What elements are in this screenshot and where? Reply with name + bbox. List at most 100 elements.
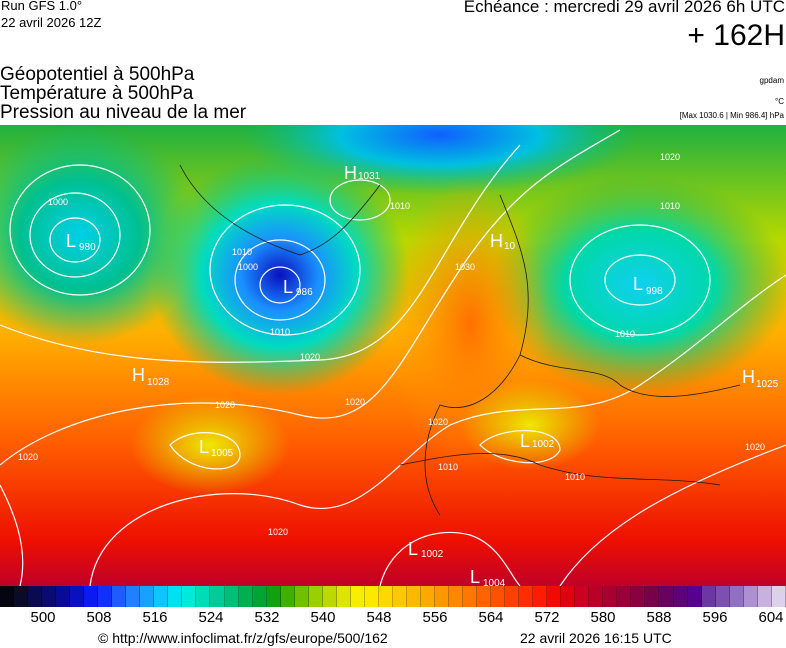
colorbar-swatch — [0, 586, 15, 607]
colorbar-swatch — [14, 586, 29, 607]
colorbar — [0, 586, 786, 607]
colorbar-swatch — [224, 586, 239, 607]
colorbar-swatch — [308, 586, 323, 607]
svg-text:1010: 1010 — [615, 329, 635, 339]
colorbar-swatch — [56, 586, 71, 607]
svg-text:H: H — [344, 163, 357, 183]
svg-text:1010: 1010 — [232, 247, 252, 257]
svg-text:1031: 1031 — [358, 171, 381, 182]
low-center: L 998 — [633, 274, 663, 297]
svg-text:1005: 1005 — [211, 448, 234, 459]
colorbar-swatch — [294, 586, 309, 607]
colorbar-swatch — [280, 586, 295, 607]
colorbar-swatch — [477, 586, 492, 607]
svg-text:1025: 1025 — [756, 379, 779, 390]
lead-time: + 162H — [687, 19, 785, 52]
low-center: L 986 — [283, 277, 313, 298]
colorbar-swatch — [28, 586, 43, 607]
colorbar-swatch — [533, 586, 548, 607]
pressure-range: [Max 1030.6 | Min 986.4] hPa — [679, 111, 784, 120]
colorbar-tick-label: 580 — [590, 609, 616, 626]
colorbar-swatch — [715, 586, 730, 607]
svg-text:L: L — [408, 539, 418, 559]
svg-text:1000: 1000 — [48, 197, 68, 207]
colorbar-swatch — [238, 586, 253, 607]
high-center: H 10 — [490, 231, 516, 252]
svg-text:1010: 1010 — [660, 201, 680, 211]
run-label: Run GFS 1.0° — [1, 0, 83, 13]
title-temperature: Température à 500hPa — [0, 83, 194, 104]
svg-text:1028: 1028 — [147, 377, 170, 388]
colorbar-swatch — [701, 586, 716, 607]
colorbar-swatch — [659, 586, 674, 607]
svg-text:1020: 1020 — [660, 152, 680, 162]
svg-text:L: L — [633, 274, 643, 294]
isobars — [0, 129, 786, 586]
svg-text:1020: 1020 — [300, 352, 320, 362]
colorbar-tick-label: 556 — [422, 609, 448, 626]
svg-text:H: H — [132, 365, 145, 385]
svg-text:1020: 1020 — [428, 417, 448, 427]
colorbar-swatch — [112, 586, 127, 607]
colorbar-swatch — [434, 586, 449, 607]
svg-text:986: 986 — [296, 287, 313, 298]
generated-time: 22 avril 2026 16:15 UTC — [520, 630, 672, 646]
svg-text:1020: 1020 — [268, 527, 288, 537]
low-center: L 1002 — [408, 539, 444, 560]
svg-text:1020: 1020 — [18, 452, 38, 462]
colorbar-swatch — [757, 586, 772, 607]
colorbar-swatch — [617, 586, 632, 607]
colorbar-swatch — [561, 586, 576, 607]
svg-text:1020: 1020 — [215, 400, 235, 410]
colorbar-swatch — [322, 586, 337, 607]
colorbar-swatch — [687, 586, 702, 607]
colorbar-swatch — [673, 586, 688, 607]
colorbar-swatch — [70, 586, 85, 607]
svg-text:1002: 1002 — [532, 439, 555, 450]
isobar-labels: 1000 1010 1020 1030 1010 1000 1010 1020 … — [18, 152, 765, 537]
colorbar-swatch — [449, 586, 464, 607]
colorbar-swatch — [406, 586, 421, 607]
colorbar-swatch — [519, 586, 534, 607]
high-center: H 1025 — [742, 367, 779, 390]
svg-text:1010: 1010 — [270, 327, 290, 337]
title-pressure: Pression au niveau de la mer — [0, 102, 247, 123]
coastlines — [179, 164, 741, 516]
svg-text:1020: 1020 — [345, 397, 365, 407]
colorbar-swatch — [547, 586, 562, 607]
forecast-valid-time: Echéance : mercredi 29 avril 2026 6h UTC — [463, 0, 785, 16]
svg-text:L: L — [470, 567, 480, 586]
svg-text:H: H — [742, 367, 755, 387]
colorbar-tick-label: 540 — [310, 609, 336, 626]
colorbar-swatch — [645, 586, 660, 607]
svg-text:980: 980 — [79, 242, 96, 253]
colorbar-swatch — [729, 586, 744, 607]
colorbar-tick-label: 564 — [478, 609, 504, 626]
svg-text:1030: 1030 — [455, 262, 475, 272]
colorbar-swatch — [182, 586, 197, 607]
title-geopotential: Géopotentiel à 500hPa — [0, 64, 195, 85]
colorbar-swatch — [589, 586, 604, 607]
run-date: 22 avril 2026 12Z — [1, 15, 102, 30]
colorbar-tick-label: 572 — [534, 609, 560, 626]
colorbar-swatch — [126, 586, 141, 607]
colorbar-swatch — [266, 586, 281, 607]
svg-text:L: L — [520, 431, 530, 451]
low-center: L 1002 — [520, 431, 555, 451]
svg-text:10: 10 — [504, 241, 516, 252]
svg-text:1000: 1000 — [238, 262, 258, 272]
colorbar-swatch — [505, 586, 520, 607]
svg-text:1010: 1010 — [565, 472, 585, 482]
colorbar-tick-label: 532 — [254, 609, 280, 626]
high-center: H 1031 — [344, 163, 381, 183]
svg-text:1004: 1004 — [483, 578, 506, 586]
colorbar-swatch — [42, 586, 57, 607]
pressure-centers: L 980 H 1031 L 986 H 10 L 998 H 1028 L 1005 H 10… — [66, 163, 779, 586]
colorbar-swatch — [364, 586, 379, 607]
svg-text:998: 998 — [646, 286, 663, 297]
colorbar-swatch — [771, 586, 786, 607]
svg-text:1010: 1010 — [438, 462, 458, 472]
colorbar-tick-label: 548 — [366, 609, 392, 626]
colorbar-tick-label: 588 — [646, 609, 672, 626]
colorbar-tick-label: 500 — [30, 609, 56, 626]
